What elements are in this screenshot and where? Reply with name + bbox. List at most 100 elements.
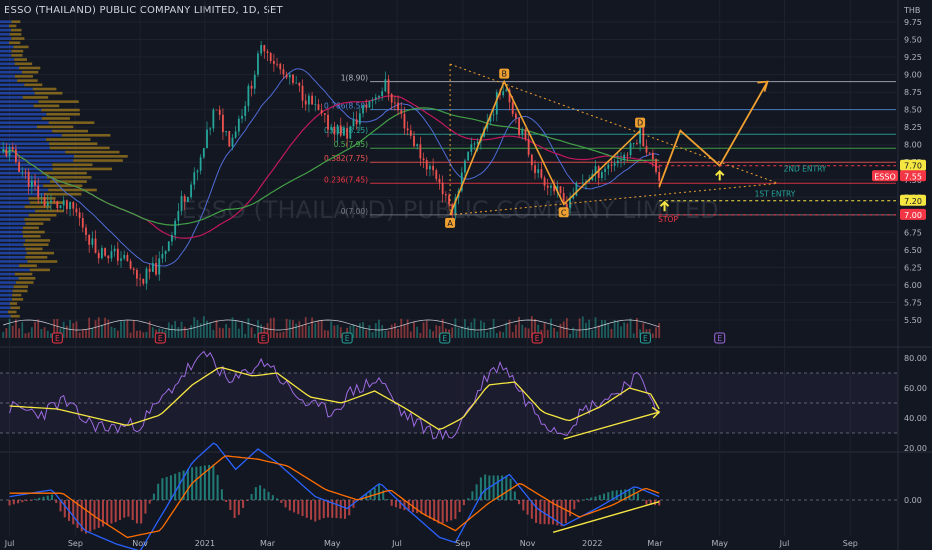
candle: [604, 168, 606, 173]
earnings-marker[interactable]: [639, 332, 651, 344]
volume-bar: [107, 319, 110, 338]
earnings-marker[interactable]: [714, 332, 726, 344]
candle: [597, 166, 600, 178]
candle: [534, 165, 536, 174]
macd-histogram-bar: [157, 483, 160, 500]
macd-histogram-bar: [424, 500, 427, 517]
volume-bar: [569, 333, 571, 338]
candle: [333, 126, 336, 135]
candle: [416, 144, 419, 147]
macd-histogram-bar: [297, 500, 300, 515]
earnings-marker[interactable]: [531, 332, 543, 344]
price-axis-label: [900, 194, 926, 206]
volume-bar: [136, 330, 138, 338]
volume-bar: [2, 332, 5, 338]
candle: [575, 182, 578, 196]
volume-bar: [629, 318, 632, 338]
macd-histogram-bar: [46, 495, 49, 500]
x-tick-label: Nov: [520, 539, 536, 548]
macd-histogram-bar: [471, 491, 474, 500]
volume-bar: [206, 320, 208, 338]
candle: [123, 255, 126, 259]
volume-profile-bar: [0, 142, 50, 146]
earnings-marker[interactable]: [154, 332, 166, 344]
volume-profile-bar: [18, 277, 36, 280]
volume-profile-bar: [13, 45, 29, 49]
volume-profile-bar: [0, 255, 26, 259]
volume-profile-bar: [38, 100, 79, 103]
earnings-marker[interactable]: [439, 332, 451, 344]
candle: [72, 202, 75, 209]
macd-histogram-bar: [288, 500, 291, 511]
volume-profile-bar: [11, 20, 21, 23]
volume-profile-bar: [0, 45, 14, 49]
volume-bar: [24, 333, 27, 338]
volume-bar: [371, 332, 374, 338]
macd-histogram-bar: [305, 500, 308, 518]
candle: [206, 129, 208, 149]
volume-bar: [320, 320, 323, 338]
volume-bar: [352, 324, 355, 338]
volume-profile-bar: [0, 75, 15, 78]
macd-histogram-bar: [259, 485, 262, 500]
candle: [403, 113, 406, 129]
candle: [600, 172, 603, 178]
candle: [2, 149, 5, 152]
pattern-point-label: D: [637, 119, 643, 128]
fib-level-label: 0.786(8.50): [324, 102, 368, 111]
macd-histogram-bar: [267, 491, 270, 500]
macd-histogram-bar: [216, 474, 219, 500]
macd-histogram-bar: [496, 475, 499, 500]
volume-bar: [403, 324, 406, 338]
volume-bar: [237, 328, 240, 338]
volume-bar: [260, 324, 263, 338]
candle: [288, 74, 291, 78]
volume-profile-bar: [0, 133, 62, 137]
volume-bar: [543, 323, 546, 338]
volume-bar: [46, 330, 49, 338]
macd-histogram-bar: [607, 492, 610, 500]
volume-bar: [167, 322, 170, 338]
fib-level-label: 0.382(7.75): [324, 154, 368, 163]
volume-bar: [365, 329, 368, 338]
candle: [225, 131, 228, 133]
rsi-y-tick-label: 20.00: [904, 444, 927, 453]
candle: [642, 125, 645, 147]
volume-bar: [636, 318, 638, 338]
volume-profile-bar: [23, 243, 49, 246]
macd-histogram-bar: [237, 500, 240, 515]
macd-histogram-bar: [403, 500, 406, 511]
candle: [473, 143, 476, 145]
volume-bar: [132, 320, 135, 338]
volume-bar: [553, 327, 556, 338]
candle: [62, 200, 65, 206]
volume-bar: [642, 323, 645, 338]
earnings-marker[interactable]: [51, 332, 63, 344]
projection-path: [658, 81, 769, 188]
macd-histogram-bar: [530, 500, 533, 519]
macd-histogram-bar: [543, 500, 546, 525]
candle: [578, 182, 581, 184]
volume-profile-bar: [22, 230, 45, 234]
earnings-marker[interactable]: [341, 332, 353, 344]
macd-histogram-bar: [51, 494, 54, 500]
candle: [521, 129, 524, 136]
volume-bar: [387, 330, 390, 338]
volume-bar: [406, 319, 409, 338]
volume-bar: [129, 332, 132, 338]
y-tick-label: 6.75: [904, 228, 922, 237]
volume-profile-bar: [0, 91, 35, 95]
volume-profile-bar: [0, 79, 18, 82]
macd-histogram-bar: [25, 500, 28, 502]
earnings-marker[interactable]: [257, 332, 269, 344]
rsi-divergence-line: [563, 411, 660, 440]
macd-histogram-bar: [518, 500, 521, 505]
volume-profile-bar: [32, 87, 57, 91]
candle: [530, 154, 533, 166]
macd-y-tick-label: 0.00: [904, 496, 922, 505]
volume-bar: [266, 323, 269, 338]
candle: [304, 100, 307, 105]
volume-bar: [94, 320, 97, 338]
volume-bar: [626, 323, 629, 338]
